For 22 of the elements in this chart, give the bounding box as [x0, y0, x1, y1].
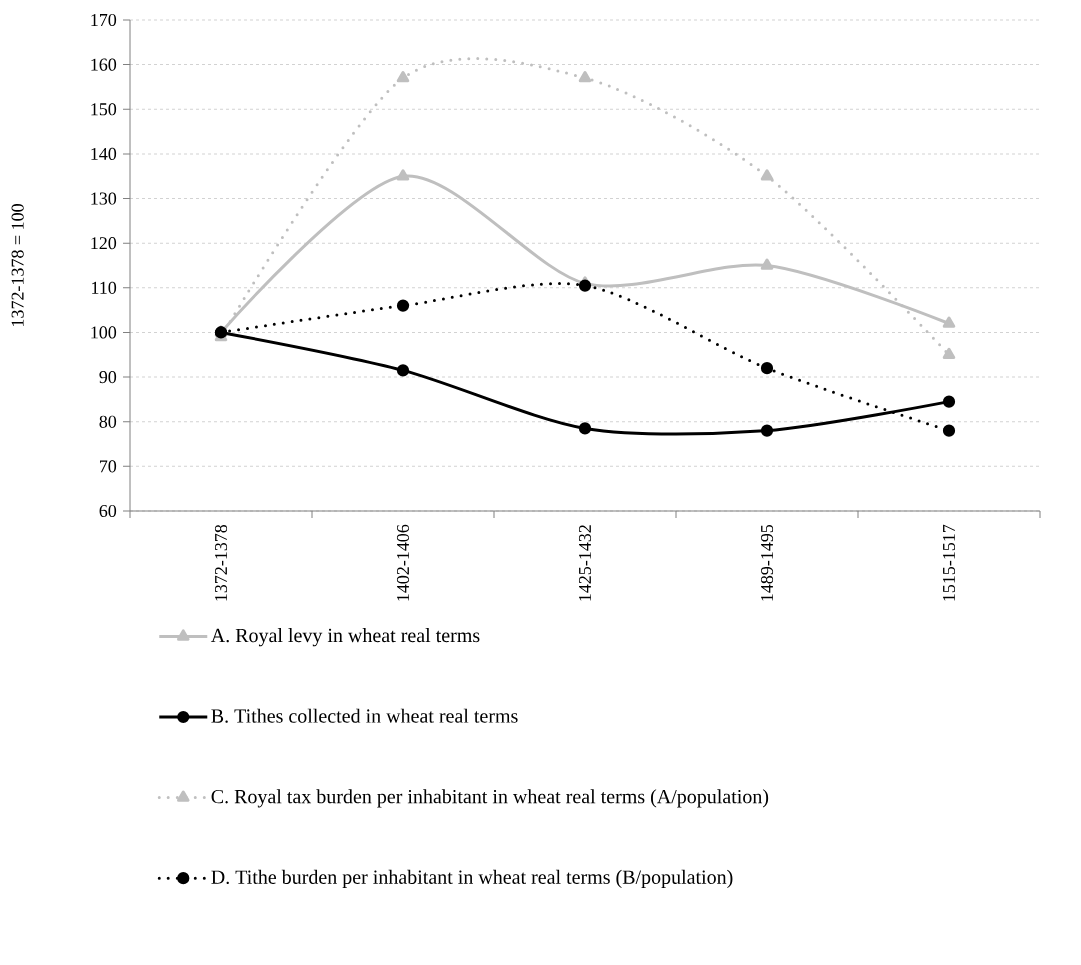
y-tick-label: 160 [91, 58, 117, 71]
y-tick-label: 60 [99, 504, 117, 518]
legend-label: B. Tithes collected in wheat real terms [211, 708, 518, 723]
legend-label: C. Royal tax burden per inhabitant in wheat real terms (A/population) [211, 789, 769, 808]
x-tick-label: 1372-1378 [214, 524, 228, 601]
y-tick-label: 90 [99, 371, 117, 384]
x-tick-label: 1489-1495 [760, 524, 774, 601]
x-tick-label: 1402-1406 [396, 524, 410, 601]
legend-label: D. Tithe burden per inhabitant in wheat real terms (B/population) [211, 869, 733, 888]
x-tick-label: 1515-1517 [942, 524, 956, 601]
legend-label: A. Royal levy in wheat real terms [210, 628, 480, 647]
y-tick-label: 130 [91, 192, 117, 205]
y-tick-label: 120 [91, 237, 117, 250]
y-axis-title: 1372-1378 = 100 [11, 204, 24, 326]
y-tick-label: 170 [91, 13, 117, 27]
y-tick-label: 150 [91, 103, 117, 116]
x-tick-label: 1425-1432 [578, 525, 592, 601]
y-tick-label: 100 [91, 326, 117, 339]
y-tick-label: 110 [92, 281, 117, 294]
y-tick-label: 70 [100, 460, 117, 473]
y-tick-label: 140 [91, 147, 117, 160]
y-tick-label: 80 [99, 415, 117, 428]
